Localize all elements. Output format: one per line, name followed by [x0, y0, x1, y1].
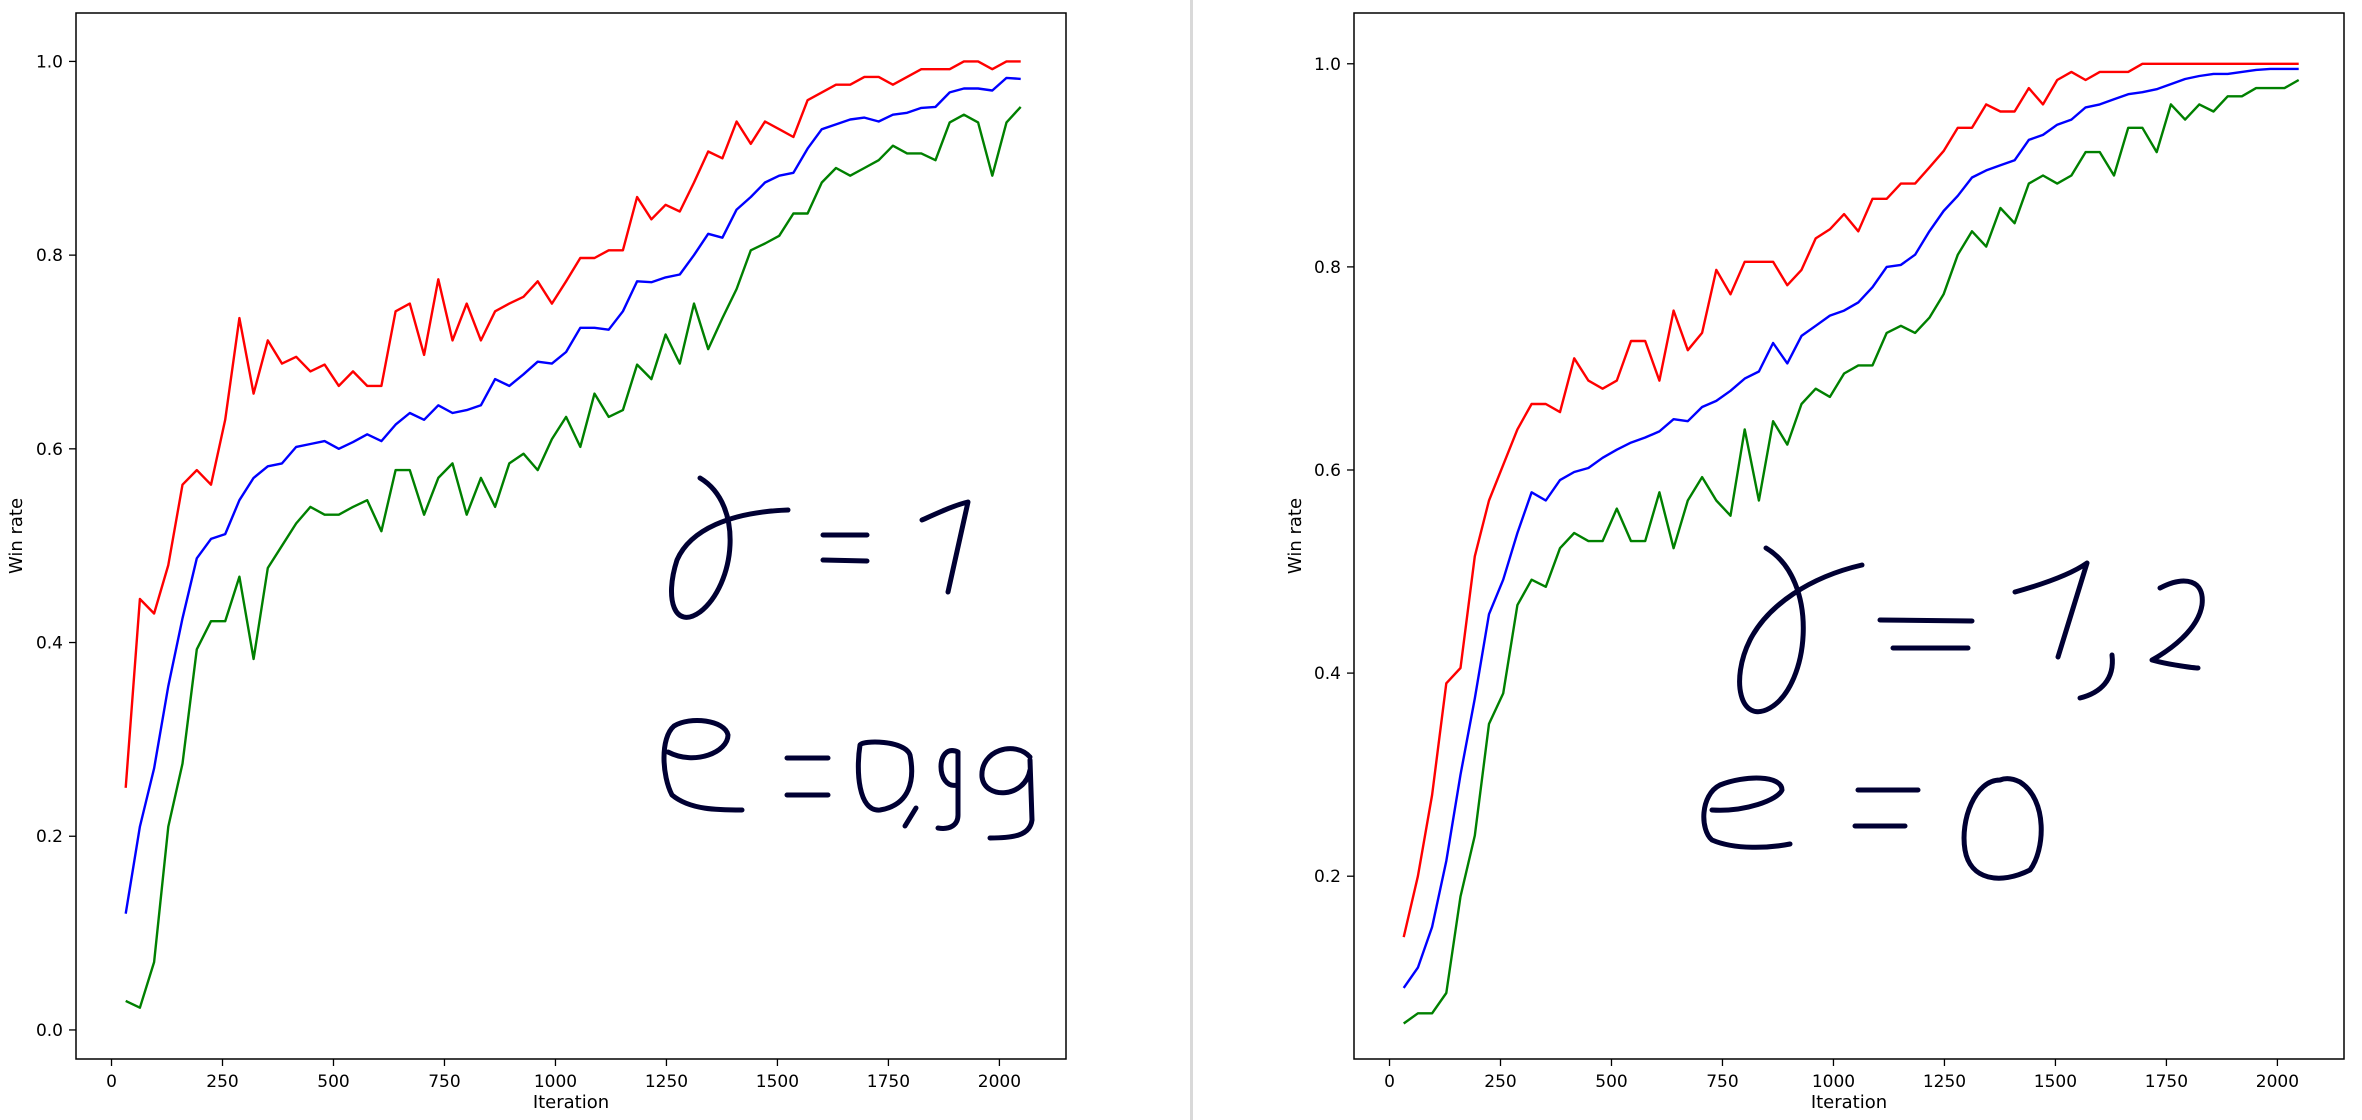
y-tick-label: 1.0 [1314, 55, 1341, 75]
series-group [124, 60, 1022, 1009]
handwritten-annotation-left [661, 475, 1035, 841]
series-line-2 [1402, 67, 2299, 989]
x-axis: 0 250 500 750 1000 1250 1500 1750 2000 [1384, 1059, 2299, 1092]
x-tick-label: 750 [1706, 1072, 1738, 1092]
x-tick-label: 1750 [867, 1072, 910, 1092]
panel-divider [1190, 0, 1193, 1120]
x-tick-label: 750 [428, 1072, 460, 1092]
x-axis-label: Iteration [1811, 1092, 1887, 1113]
x-tick-label: 250 [206, 1072, 238, 1092]
x-tick-label: 0 [106, 1072, 117, 1092]
one-glyph [919, 499, 971, 595]
x-tick-label: 0 [1384, 1072, 1395, 1092]
epsilon-glyph [661, 718, 745, 813]
comma-glyph [902, 805, 919, 829]
y-tick-label: 0.0 [36, 1021, 63, 1041]
y-tick-label: 0.8 [36, 246, 63, 266]
handwritten-annotation-right [1701, 545, 2205, 881]
equals-glyph [820, 532, 870, 564]
epsilon-glyph [1701, 775, 1793, 850]
y-tick-label: 0.2 [36, 827, 63, 847]
x-tick-label: 500 [317, 1072, 349, 1092]
series-line-3 [125, 106, 1022, 1009]
x-tick-label: 1500 [756, 1072, 799, 1092]
zero-glyph [855, 739, 915, 813]
nine-glyph [935, 748, 961, 831]
y-tick-label: 0.6 [1314, 461, 1341, 481]
series-line-2 [124, 76, 1021, 914]
y-axis: 0.2 0.4 0.6 0.8 1.0 [1314, 55, 1354, 887]
y-axis-label: Win rate [1285, 498, 1306, 574]
x-tick-label: 1000 [1812, 1072, 1855, 1092]
y-tick-label: 0.8 [1314, 258, 1341, 278]
equals-glyph [1877, 617, 1975, 651]
series-line-1 [1402, 62, 2299, 938]
x-tick-label: 2000 [978, 1072, 1021, 1092]
x-tick-label: 1000 [534, 1072, 577, 1092]
x-tick-label: 500 [1595, 1072, 1627, 1092]
one-glyph [2012, 560, 2090, 660]
y-tick-label: 0.4 [36, 634, 63, 654]
gamma-glyph [1737, 545, 1865, 715]
equals-glyph-2 [784, 755, 831, 798]
x-tick-label: 2000 [2256, 1072, 2299, 1092]
x-axis-label: Iteration [533, 1092, 609, 1113]
y-axis-label: Win rate [6, 498, 27, 574]
plot-frame [75, 12, 1067, 1060]
nine-glyph-2 [979, 746, 1035, 841]
series-line-1 [124, 60, 1021, 788]
two-glyph [2149, 578, 2205, 671]
zero-glyph [1961, 776, 2044, 881]
x-tick-label: 250 [1484, 1072, 1516, 1092]
y-tick-label: 0.6 [36, 440, 63, 460]
y-axis: 0.0 0.2 0.4 0.6 0.8 1.0 [36, 52, 76, 1041]
chart-panel-left: 0.0 0.2 0.4 0.6 0.8 1.0 0 250 500 750 1000 1250 150… [6, 12, 1067, 1113]
x-tick-label: 1500 [2034, 1072, 2077, 1092]
x-tick-label: 1750 [2145, 1072, 2188, 1092]
y-tick-label: 0.2 [1314, 867, 1341, 887]
series-group [1402, 62, 2300, 1025]
plot-frame [1353, 12, 2345, 1060]
gamma-glyph [669, 475, 791, 620]
x-tick-label: 1250 [645, 1072, 688, 1092]
series-line-3 [1402, 78, 2300, 1025]
y-tick-label: 0.4 [1314, 664, 1341, 684]
chart-panel-right: 0.2 0.4 0.6 0.8 1.0 0 250 500 750 1000 1250 1500 17… [1285, 12, 2345, 1113]
comma-glyph [2077, 652, 2115, 701]
y-tick-label: 1.0 [36, 52, 63, 72]
equals-glyph-2 [1852, 787, 1921, 829]
x-tick-label: 1250 [1923, 1072, 1966, 1092]
x-axis: 0 250 500 750 1000 1250 1500 1750 2000 [106, 1059, 1021, 1092]
